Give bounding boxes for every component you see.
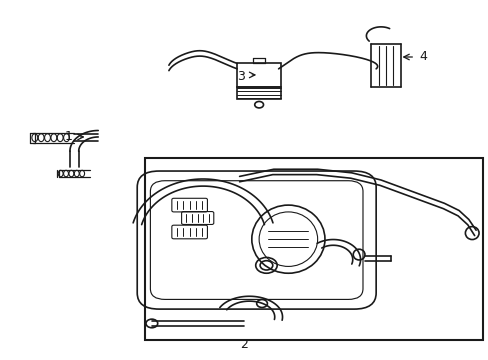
- Bar: [144, 158, 483, 339]
- Bar: [237, 87, 281, 99]
- Text: 3: 3: [236, 69, 244, 82]
- Text: 1: 1: [65, 130, 73, 144]
- Bar: [237, 63, 281, 87]
- Text: 2: 2: [240, 338, 248, 351]
- Text: 4: 4: [418, 50, 426, 63]
